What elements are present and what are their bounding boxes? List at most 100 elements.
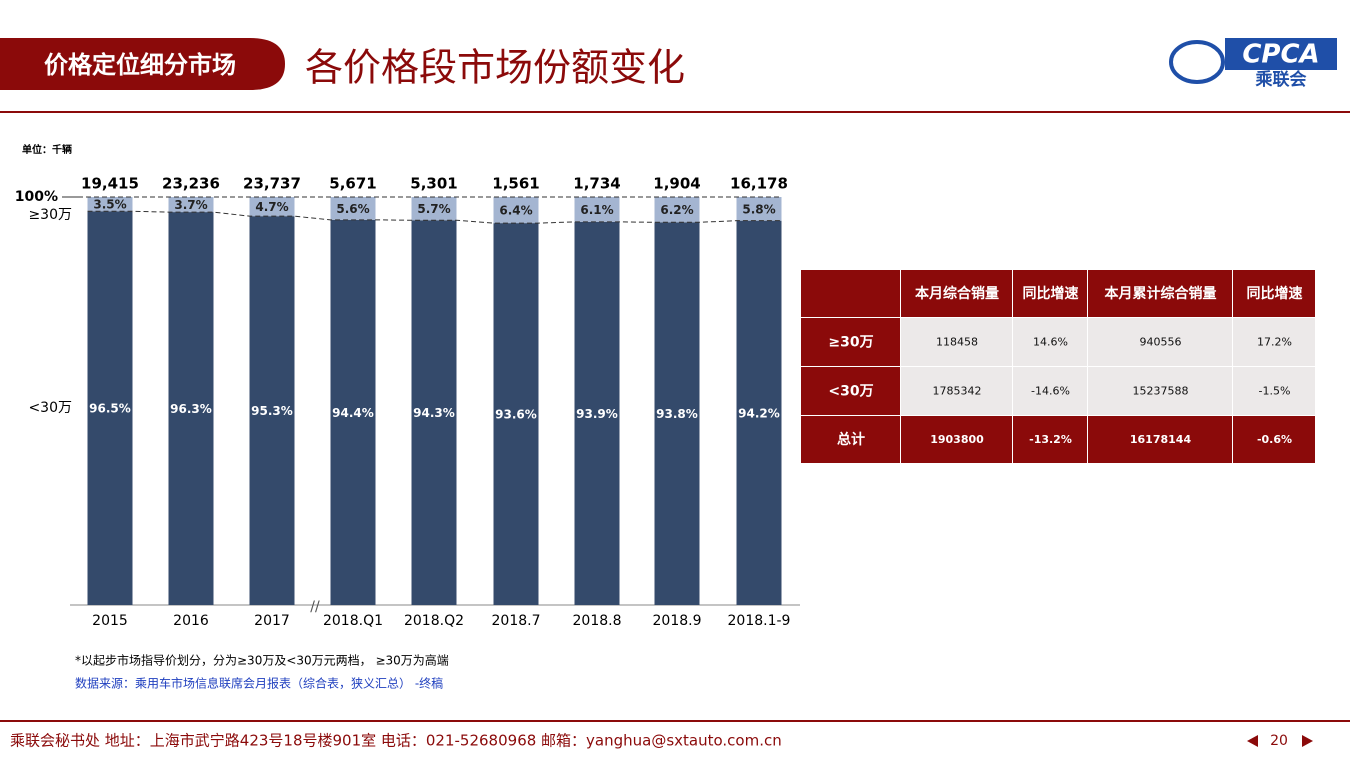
y-tick-label: 100% — [15, 189, 58, 205]
table-cell-text: 16178144 — [1130, 433, 1192, 446]
table-header-text: 同比增速 — [1023, 285, 1079, 302]
table-cell — [901, 367, 1012, 415]
table-cell-text: 总计 — [837, 431, 865, 448]
table-cell-text: -0.6% — [1257, 433, 1292, 446]
bar-segment — [574, 221, 620, 605]
table-cell — [1013, 318, 1087, 366]
bar-segment — [411, 197, 457, 221]
total-label: 1,734 — [573, 175, 620, 193]
section-badge — [0, 38, 285, 90]
total-label: 5,671 — [329, 175, 376, 193]
table: 本月综合销量 同比增速 本月累计综合销量 同比增速 ≥30万 118458 14.6% 940… — [801, 270, 1315, 463]
table-cell-text: 17.2% — [1257, 336, 1292, 349]
table-cell — [1088, 318, 1232, 366]
data-label: 5.8% — [742, 202, 775, 216]
x-tick-label: 2018.9 — [653, 613, 702, 629]
table-cell — [801, 367, 900, 415]
bar-segment — [87, 211, 133, 605]
chart: 100% 96.5% 3.5% 19,415 2015 96.3% 3.7% 23,236 20… — [15, 175, 791, 630]
data-label: 93.6% — [495, 408, 537, 422]
table-cell-text: -14.6% — [1031, 385, 1070, 398]
bar-segment — [249, 197, 295, 217]
bar-segment — [736, 220, 782, 605]
table-header-cell — [1233, 270, 1315, 317]
slide-title: 各价格段市场份额变化 — [305, 46, 685, 90]
bar-segment — [249, 216, 295, 605]
connector-line — [87, 210, 782, 224]
footer-text: 乘联会秘书处 地址：上海市武宁路423号18号楼901室 电话：021-5268… — [10, 732, 782, 750]
data-label: 6.4% — [499, 204, 532, 218]
series-label: <30万 — [28, 400, 72, 416]
x-tick-label: 2018.Q2 — [404, 613, 464, 629]
table-cell-text: 1785342 — [933, 385, 982, 398]
table-cell — [801, 318, 900, 366]
data-label: 93.8% — [656, 407, 698, 421]
unit-label: 单位：千辆 — [22, 143, 72, 156]
total-label: 23,236 — [162, 175, 220, 193]
x-tick-label: 2015 — [92, 613, 128, 629]
logo-box — [1225, 38, 1337, 70]
table-cell — [1233, 416, 1315, 463]
bar-segment — [168, 212, 214, 605]
table-cell — [1013, 416, 1087, 463]
table-header-text: 本月累计综合销量 — [1105, 285, 1217, 302]
logo-mark — [1169, 40, 1225, 84]
table-cell — [1233, 318, 1315, 366]
data-label: 96.5% — [89, 402, 131, 416]
bar-segment — [654, 222, 700, 605]
table-cell-text: -1.5% — [1259, 385, 1291, 398]
series-label: ≥30万 — [28, 207, 72, 223]
bar-segment — [493, 197, 539, 224]
prev-arrow[interactable] — [1247, 735, 1258, 747]
total-label: 5,301 — [410, 175, 457, 193]
bar-segment — [411, 220, 457, 606]
table-cell-text: 14.6% — [1033, 336, 1068, 349]
x-tick-label: 2018.8 — [573, 613, 622, 629]
x-tick-label: 2018.1-9 — [728, 613, 791, 629]
total-label: 19,415 — [81, 175, 139, 193]
table-cell — [1013, 367, 1087, 415]
data-label: 94.4% — [332, 406, 374, 420]
data-label: 96.3% — [170, 402, 212, 416]
table-cell-text: -13.2% — [1029, 433, 1072, 446]
table-header-cell — [801, 270, 900, 317]
logo-subtext: 乘联会 — [1255, 69, 1307, 90]
table-cell — [901, 318, 1012, 366]
data-label: 94.2% — [738, 406, 780, 420]
data-label: 3.7% — [174, 198, 207, 212]
bar-segment — [654, 197, 700, 223]
data-label: 6.2% — [660, 203, 693, 217]
bar-segment — [493, 223, 539, 605]
data-label: 93.9% — [576, 407, 618, 421]
table-cell-text: 15237588 — [1133, 385, 1189, 398]
table-header-cell — [901, 270, 1012, 317]
x-tick-label: 2018.Q1 — [323, 613, 383, 629]
x-tick-label: 2016 — [173, 613, 209, 629]
bar-segment — [168, 197, 214, 213]
table-cell-text: 940556 — [1140, 336, 1182, 349]
table-cell-text: 118458 — [936, 336, 978, 349]
table-header-text: 本月综合销量 — [915, 285, 999, 302]
table-cell — [1233, 367, 1315, 415]
table-cell-text: ≥30万 — [828, 335, 873, 351]
total-label: 16,178 — [730, 175, 788, 193]
bar-segment — [736, 197, 782, 221]
page-number: 20 — [1270, 733, 1288, 749]
data-label: 95.3% — [251, 404, 293, 418]
x-tick-label: 2017 — [254, 613, 290, 629]
table-cell — [1088, 416, 1232, 463]
bar-segment — [574, 197, 620, 222]
data-label: 5.7% — [417, 202, 450, 216]
table-header-cell — [1013, 270, 1087, 317]
table-cell — [901, 416, 1012, 463]
section-title: 价格定位细分市场 — [44, 51, 236, 79]
source-note: 数据来源：乘用车市场信息联席会月报表（综合表，狭义汇总） -终稿 — [75, 676, 443, 691]
next-arrow[interactable] — [1302, 735, 1313, 747]
total-label: 1,904 — [653, 175, 700, 193]
x-tick-label: 2018.7 — [492, 613, 541, 629]
table-cell-text: <30万 — [828, 384, 873, 400]
table-header-cell — [1088, 270, 1232, 317]
data-label: 6.1% — [580, 203, 613, 217]
bar-segment — [330, 219, 376, 605]
